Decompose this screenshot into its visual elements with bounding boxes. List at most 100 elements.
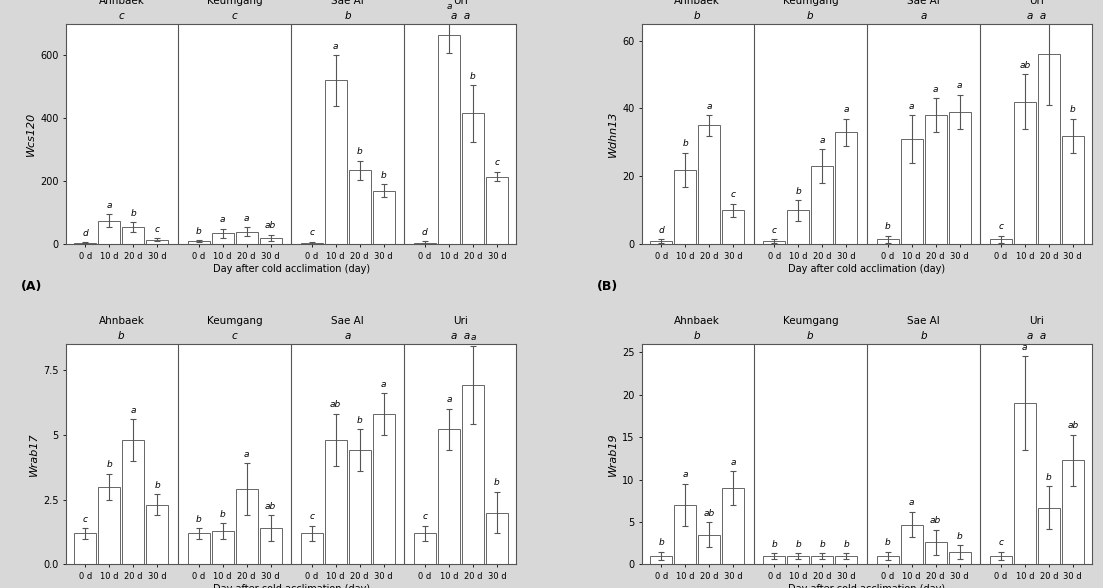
- Text: c: c: [998, 539, 1004, 547]
- Bar: [788, 211, 810, 245]
- Text: Uri: Uri: [453, 316, 469, 326]
- Text: c: c: [232, 11, 237, 21]
- Text: c: c: [731, 190, 736, 199]
- Text: b: b: [807, 332, 814, 342]
- Text: d: d: [658, 226, 664, 235]
- Bar: [949, 552, 971, 564]
- Y-axis label: Wrab17: Wrab17: [29, 432, 39, 476]
- Y-axis label: Wcs120: Wcs120: [25, 112, 36, 156]
- Text: ab: ab: [704, 509, 715, 517]
- Bar: [188, 241, 210, 245]
- Bar: [236, 489, 258, 564]
- Bar: [722, 211, 745, 245]
- Bar: [698, 534, 720, 564]
- Text: Uri: Uri: [453, 0, 469, 6]
- Text: a: a: [470, 333, 475, 342]
- Text: c: c: [494, 158, 500, 168]
- Bar: [763, 556, 785, 564]
- Bar: [835, 132, 857, 245]
- Bar: [1014, 102, 1036, 245]
- Text: ab: ab: [265, 502, 276, 511]
- Text: b: b: [694, 332, 700, 342]
- Text: a: a: [920, 11, 927, 21]
- Text: b: b: [683, 139, 688, 148]
- X-axis label: Day after cold acclimation (day): Day after cold acclimation (day): [213, 584, 370, 588]
- Text: b: b: [154, 481, 160, 490]
- Bar: [147, 239, 169, 245]
- Text: Keumgang: Keumgang: [206, 0, 263, 6]
- Text: b: b: [694, 11, 700, 21]
- Bar: [763, 241, 785, 245]
- Text: Keumgang: Keumgang: [206, 316, 263, 326]
- Text: a: a: [1022, 343, 1028, 352]
- Text: a: a: [219, 215, 225, 224]
- Text: a: a: [909, 499, 914, 507]
- Text: ab: ab: [930, 516, 941, 525]
- Text: a  a: a a: [1027, 332, 1047, 342]
- Text: Sae Al: Sae Al: [908, 0, 940, 6]
- Bar: [924, 115, 946, 245]
- Bar: [236, 232, 258, 245]
- Bar: [438, 429, 460, 564]
- Text: (A): (A): [21, 280, 43, 293]
- X-axis label: Day after cold acclimation (day): Day after cold acclimation (day): [789, 584, 945, 588]
- Bar: [674, 169, 696, 245]
- Bar: [324, 81, 346, 245]
- Bar: [373, 191, 395, 245]
- Text: c: c: [998, 222, 1004, 232]
- Text: b: b: [130, 209, 137, 218]
- Bar: [414, 243, 436, 245]
- Bar: [74, 533, 96, 564]
- Bar: [438, 35, 460, 245]
- Bar: [301, 243, 323, 245]
- Text: b: b: [920, 332, 927, 342]
- Text: ab: ab: [265, 222, 276, 230]
- Text: b: b: [107, 460, 113, 469]
- Text: c: c: [309, 228, 314, 238]
- Bar: [1038, 54, 1060, 245]
- Text: b: b: [820, 540, 825, 549]
- Text: b: b: [381, 171, 386, 180]
- Text: Ahnbaek: Ahnbaek: [674, 316, 720, 326]
- Bar: [651, 241, 673, 245]
- X-axis label: Day after cold acclimation (day): Day after cold acclimation (day): [789, 264, 945, 274]
- Text: b: b: [795, 187, 801, 196]
- Text: a: a: [446, 395, 451, 404]
- Bar: [122, 227, 144, 245]
- Bar: [900, 524, 922, 564]
- Text: Ahnbaek: Ahnbaek: [98, 316, 144, 326]
- Text: a: a: [844, 105, 849, 114]
- Text: Sae Al: Sae Al: [908, 316, 940, 326]
- Text: c: c: [772, 226, 777, 235]
- X-axis label: Day after cold acclimation (day): Day after cold acclimation (day): [213, 264, 370, 274]
- Bar: [485, 513, 507, 564]
- Text: Keumgang: Keumgang: [783, 316, 838, 326]
- Bar: [259, 238, 281, 245]
- Text: a: a: [820, 136, 825, 145]
- Text: Ahnbaek: Ahnbaek: [98, 0, 144, 6]
- Bar: [722, 488, 745, 564]
- Text: a: a: [344, 332, 351, 342]
- Bar: [414, 533, 436, 564]
- Text: a: a: [107, 201, 113, 210]
- Text: b: b: [885, 539, 890, 547]
- Bar: [877, 239, 899, 245]
- Bar: [74, 243, 96, 245]
- Bar: [924, 542, 946, 564]
- Text: a: a: [730, 457, 736, 467]
- Text: d: d: [83, 229, 88, 238]
- Text: b: b: [807, 11, 814, 21]
- Text: c: c: [154, 225, 160, 233]
- Bar: [1062, 460, 1084, 564]
- Text: a: a: [130, 406, 136, 415]
- Text: b: b: [195, 514, 202, 524]
- Text: b: b: [795, 540, 801, 549]
- Bar: [349, 170, 371, 245]
- Text: Uri: Uri: [1029, 316, 1045, 326]
- Text: ab: ab: [330, 400, 341, 409]
- Bar: [485, 176, 507, 245]
- Text: a  a: a a: [451, 332, 471, 342]
- Text: a: a: [957, 82, 962, 91]
- Bar: [989, 239, 1011, 245]
- Text: c: c: [232, 332, 237, 342]
